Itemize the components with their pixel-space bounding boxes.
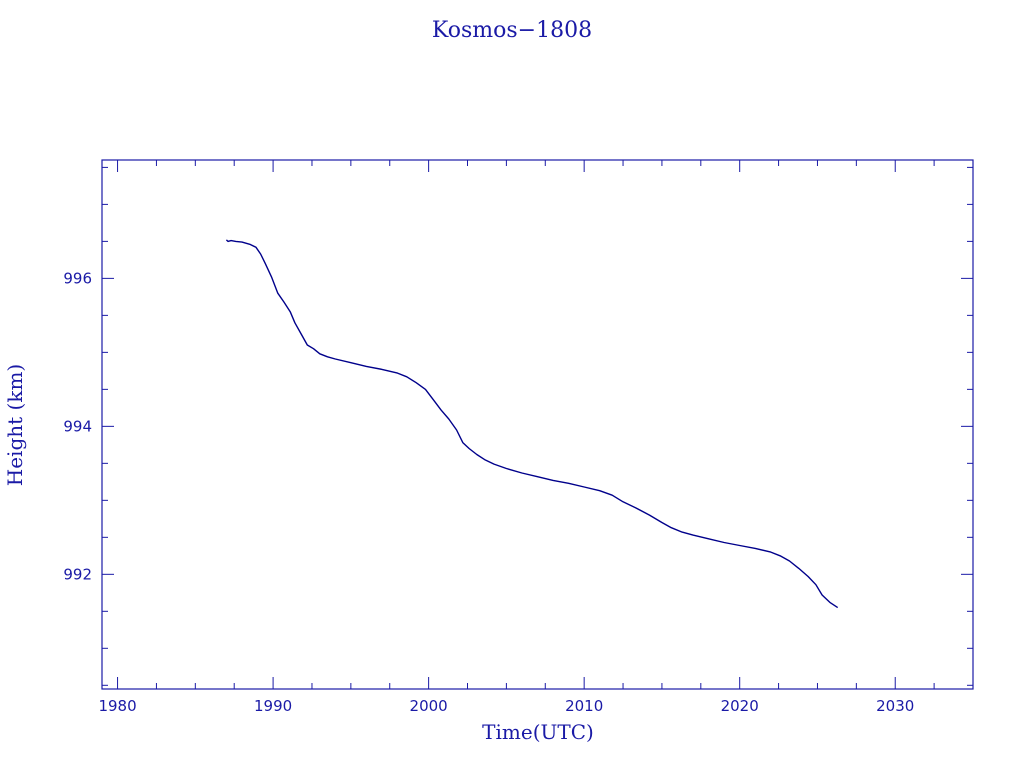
y-tick-label: 992 [63,565,92,583]
axis-ticks [102,160,974,689]
x-axis-label: Time(UTC) [482,720,594,744]
axis-tick-labels: 1980 1990 2000 2010 2020 2030 992 994 996 [63,269,914,715]
y-tick-label: 994 [63,417,92,435]
y-tick-label: 996 [63,269,92,287]
x-tick-label: 2030 [876,697,914,715]
x-tick-label: 1990 [254,697,292,715]
series-group [225,239,839,609]
series-line-0 [225,239,839,609]
x-tick-label: 2000 [410,697,448,715]
plot-frame [101,159,974,690]
x-tick-label: 1980 [98,697,136,715]
x-tick-label: 2010 [565,697,603,715]
x-tick-label: 2020 [721,697,759,715]
chart-title: Kosmos−1808 [432,18,592,43]
y-axis-label: Height (km) [3,364,27,486]
